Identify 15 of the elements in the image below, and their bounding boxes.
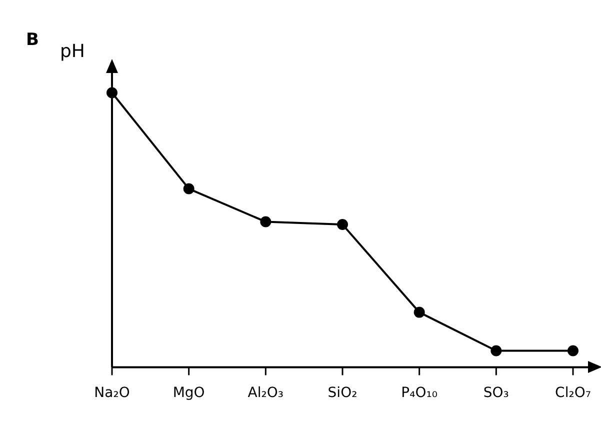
chart-title: B [26,30,39,50]
x-tick-label: MgO [172,385,205,402]
x-tick-label: Al₂O₃ [248,385,284,402]
x-tick-label: Cl₂O₇ [555,385,591,402]
point [490,345,502,356]
point [414,306,425,318]
x-tick-label: SiO₂ [328,385,358,402]
x-tick-label: P₄O₁₀ [401,385,438,402]
y-axis-title: pH [60,41,85,62]
x-tick-label: Na₂O [94,385,130,402]
point [260,216,272,228]
point [568,345,578,356]
x-tick-label: SO₃ [483,385,509,402]
point [337,218,348,230]
point [183,183,194,194]
